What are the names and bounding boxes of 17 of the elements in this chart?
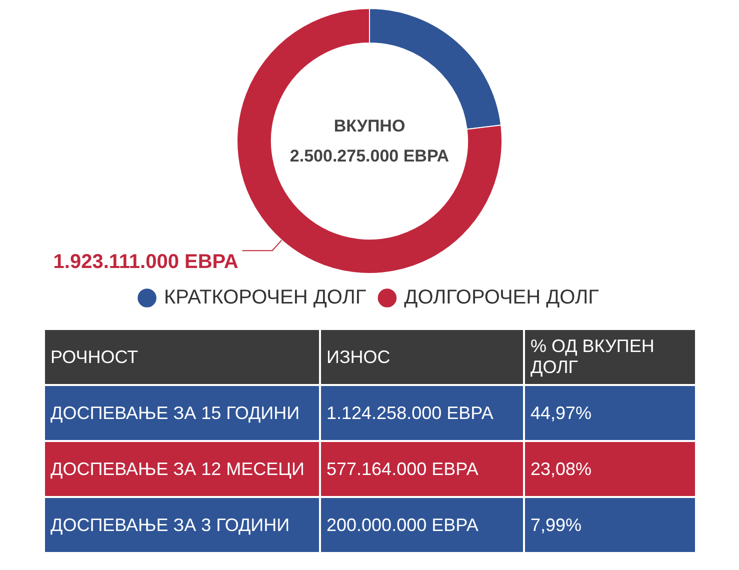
legend-label: КРАТКОРОЧЕН ДОЛГ <box>164 286 366 309</box>
text: 577.164.000 ЕВРА <box>320 441 524 497</box>
text: ДОСПЕВАЊЕ ЗА 15 ГОДИНИ <box>44 385 320 441</box>
text: 23,08% <box>524 441 696 497</box>
text: 44,97% <box>524 385 696 441</box>
text: ИЗНОС <box>320 329 524 385</box>
legend-label: ДОЛГОРОЧЕН ДОЛГ <box>404 286 600 309</box>
text: ДОСПЕВАЊЕ ЗА 12 МЕСЕЦИ <box>44 441 320 497</box>
data-label: 1.923.111.000 ЕВРА <box>53 251 238 274</box>
text: 7,99% <box>524 497 696 553</box>
text: 1.124.258.000 ЕВРА <box>320 385 524 441</box>
text: 2.500.275.000 ЕВРА <box>290 146 450 166</box>
text: ВКУПНО <box>334 116 406 136</box>
text: 200.000.000 ЕВРА <box>320 497 524 553</box>
text: ДОСПЕВАЊЕ ЗА 3 ГОДИНИ <box>44 497 320 553</box>
text: % ОД ВКУПЕН ДОЛГ <box>524 329 696 385</box>
text: РОЧНОСТ <box>44 329 320 385</box>
